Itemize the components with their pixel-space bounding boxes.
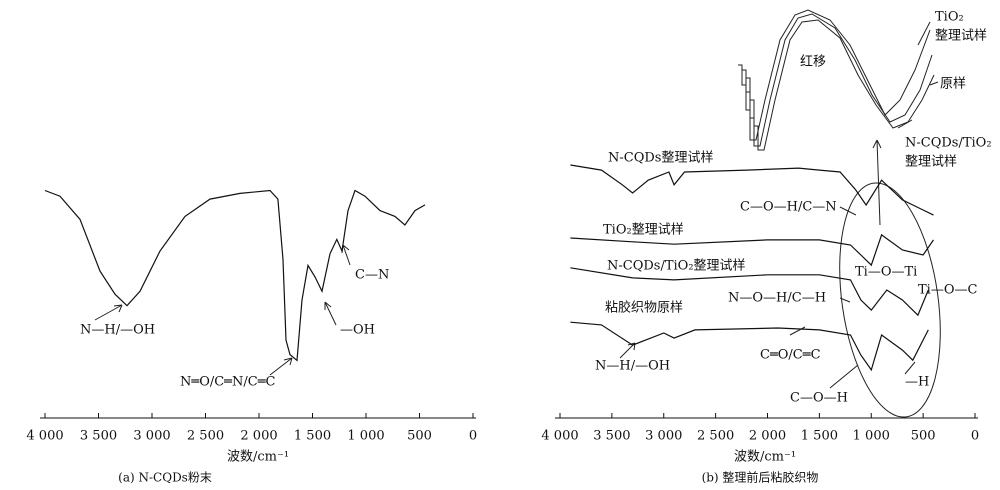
annotation: N═O/C═N/C═C <box>180 375 276 390</box>
annotation: 整理试样 <box>905 155 957 170</box>
annotation: N-CQDs整理试样 <box>608 151 713 166</box>
spectrum-line <box>570 164 934 216</box>
annotation: C—N <box>355 268 389 283</box>
annotation-arrows <box>94 21 941 418</box>
x-tick-label: 0 <box>469 429 477 444</box>
x-tick-label: 1 500 <box>801 429 838 444</box>
annotation: TiO₂整理试样 <box>603 223 684 238</box>
x-tick-label: 4 000 <box>26 429 63 444</box>
x-tick-label: 2 500 <box>697 429 734 444</box>
spectrum-line <box>570 321 929 372</box>
x-axis-label: 波数/cm⁻¹ <box>227 450 289 465</box>
annotation: 原样 <box>940 77 966 92</box>
panel-caption: (a) N-CQDs粉末 <box>118 471 212 485</box>
x-tick-label: 4 000 <box>541 429 578 444</box>
annotation: 粘胶织物原样 <box>605 300 683 316</box>
inset-curves <box>738 9 935 151</box>
annotation: 红移 <box>800 54 826 70</box>
x-tick-label: 1 000 <box>347 429 384 444</box>
annotation: N-CQDs/TiO₂整理试样 <box>607 259 746 274</box>
x-tick-label: 2 000 <box>749 429 786 444</box>
x-tick-label: 1 500 <box>294 429 331 444</box>
annotation: N—H/—OH <box>80 323 155 338</box>
annotation: C—O—H <box>790 391 848 406</box>
x-tick-label: 500 <box>407 429 432 444</box>
spectrum-line <box>44 189 426 362</box>
annotation: N—H/—OH <box>595 359 670 374</box>
annotation: 整理试样 <box>935 29 987 44</box>
annotation: —H <box>905 375 929 390</box>
annotation: C═O/C═C <box>760 348 821 363</box>
annotation: TiO₂ <box>935 10 964 25</box>
x-tick-label: 3 500 <box>80 429 117 444</box>
panel-caption: (b) 整理前后粘胶织物 <box>702 470 819 485</box>
x-axis-label: 波数/cm⁻¹ <box>734 450 796 465</box>
annotation: N—O—H/C—H <box>728 291 826 306</box>
x-tick-label: 0 <box>971 429 979 444</box>
spectrum-line <box>570 267 929 317</box>
x-tick-label: 3 000 <box>133 429 170 444</box>
x-tick-label: 2 000 <box>240 429 277 444</box>
annotation: Ti—O—Ti <box>855 265 917 280</box>
annotation: —OH <box>340 323 375 338</box>
spectrum-line <box>570 233 934 267</box>
x-tick-label: 3 500 <box>593 429 630 444</box>
annotation: N-CQDs/TiO₂ <box>905 136 992 151</box>
annotation: Ti—O—C <box>918 283 977 298</box>
x-tick-label: 2 500 <box>187 429 224 444</box>
x-tick-label: 1 000 <box>853 429 890 444</box>
x-tick-label: 500 <box>911 429 936 444</box>
annotation: C—O—H/C—N <box>740 200 837 215</box>
x-tick-label: 3 000 <box>645 429 682 444</box>
